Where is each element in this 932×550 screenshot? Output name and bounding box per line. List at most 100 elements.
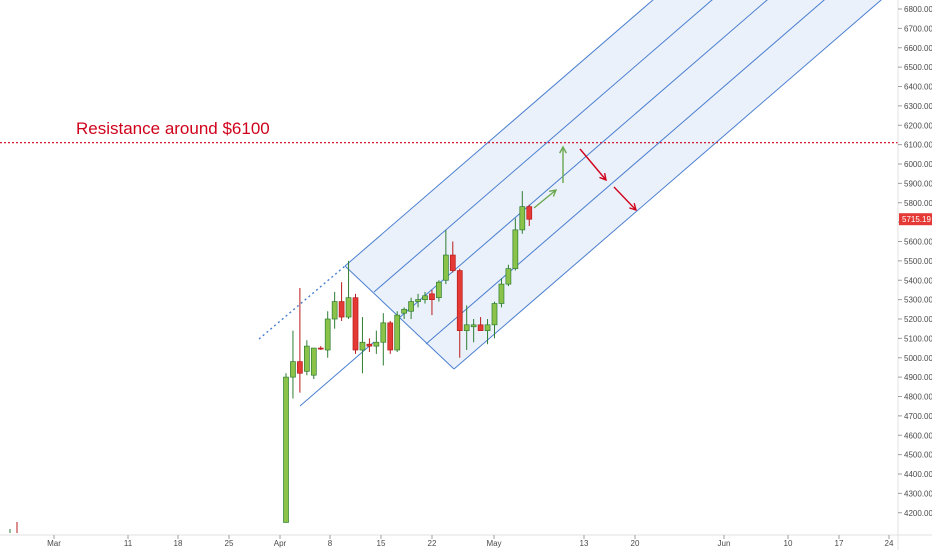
x-tick-label: 8	[328, 539, 333, 548]
annotation-arrows	[533, 145, 638, 212]
candle-body-up	[324, 318, 331, 351]
y-tick-label: 4700.00	[904, 412, 932, 421]
price-axis[interactable]: 6800.00 6700.00 6600.00 6500.00 6400.00 6300.…	[898, 5, 932, 518]
x-tick-label: 17	[835, 539, 844, 548]
red-arrow-down-2-head	[629, 203, 638, 212]
candle	[491, 301, 498, 339]
candle	[519, 191, 526, 234]
candle	[352, 293, 359, 354]
candle	[394, 311, 401, 352]
candle	[324, 311, 331, 358]
candle	[401, 307, 407, 319]
y-tick-label: 6600.00	[904, 44, 932, 53]
channel-lower-start	[299, 341, 375, 407]
candle	[456, 268, 463, 358]
channel-extension-dotted-line	[258, 265, 346, 340]
candle-body-up	[310, 347, 317, 376]
candle-body-up	[408, 301, 414, 312]
candle-body-up	[491, 303, 498, 326]
candle-body-up	[401, 308, 407, 314]
x-tick-label: 15	[377, 539, 386, 548]
y-tick-label: 4900.00	[904, 373, 932, 382]
x-tick-label: 22	[428, 539, 437, 548]
candle-body-up	[373, 341, 380, 347]
candle	[317, 346, 324, 350]
channel-fill	[345, 0, 882, 369]
candle-body-down	[526, 206, 533, 220]
candle	[408, 297, 414, 319]
red-arrow-down-2-shaft	[613, 186, 637, 211]
green-arrow-up-head	[559, 145, 567, 154]
candle-body-up	[484, 324, 491, 331]
y-tick-label: 6300.00	[904, 102, 932, 111]
candle	[373, 330, 380, 354]
y-tick-label: 4500.00	[904, 451, 932, 460]
candle-body-up	[498, 283, 505, 304]
channel-line-0	[344, 0, 654, 267]
red-arrow-down-1-head	[599, 172, 607, 182]
y-tick-label: 5500.00	[904, 257, 932, 266]
candle-body-down	[366, 343, 373, 347]
candle-body-up	[415, 299, 421, 302]
red-arrow-down-2	[613, 186, 638, 212]
candle	[304, 340, 310, 376]
candle	[505, 264, 512, 287]
red-arrow-down-1-shaft	[579, 148, 607, 181]
red-arrow-down-1	[579, 148, 607, 182]
y-tick-label: 6800.00	[904, 5, 932, 14]
y-tick-label: 4600.00	[904, 431, 932, 440]
candle	[436, 280, 442, 302]
y-tick-label: 6200.00	[904, 121, 932, 130]
candle	[331, 291, 338, 329]
candle-body-down	[317, 347, 324, 350]
candle-body-up	[380, 322, 387, 343]
candle-body-up	[345, 297, 352, 318]
candle-body-down	[449, 254, 456, 271]
y-tick-label: 6400.00	[904, 83, 932, 92]
y-tick-label: 6000.00	[904, 160, 932, 169]
y-tick-label: 5800.00	[904, 199, 932, 208]
candle	[422, 291, 428, 304]
candle	[498, 278, 505, 308]
x-tick-label: 10	[784, 539, 793, 548]
candle	[484, 319, 491, 345]
x-tick-label: 13	[580, 539, 589, 548]
candle	[477, 317, 484, 331]
channel-anchor-hidden	[300, 266, 345, 406]
candles	[9, 191, 533, 533]
x-tick-label: Apr	[274, 539, 287, 548]
x-tick-label: Mar	[47, 539, 61, 548]
last-price-tag-bg	[899, 213, 932, 226]
x-tick-label: 18	[174, 539, 183, 548]
y-tick-label: 5600.00	[904, 238, 932, 247]
candle	[443, 229, 449, 285]
candle-body-down	[429, 293, 435, 300]
y-tick-label: 5900.00	[904, 179, 932, 188]
time-axis[interactable]: Mar 11 18 25 Apr 8 15 22 May 13 20 Jun 10 17 24	[47, 535, 894, 548]
green-arrow-up-right	[533, 189, 558, 209]
channel-line-4	[453, 0, 882, 370]
candle-body-up	[331, 301, 338, 320]
candle	[359, 317, 366, 374]
x-tick-label: 11	[124, 539, 133, 548]
y-tick-label: 4300.00	[904, 489, 932, 498]
x-tick-label: 25	[225, 539, 234, 548]
resistance-annotation: Resistance around $6100	[76, 119, 270, 138]
candle-body-up	[463, 324, 470, 331]
candle	[526, 204, 533, 226]
candle-body-up	[359, 341, 366, 351]
candle	[366, 338, 373, 352]
candle-body-down	[387, 322, 394, 351]
candle-body-up	[394, 314, 401, 351]
y-tick-label: 5300.00	[904, 296, 932, 305]
candle	[380, 313, 387, 366]
y-tick-label: 5000.00	[904, 354, 932, 363]
y-tick-label: 6100.00	[904, 141, 932, 150]
candle	[345, 260, 352, 319]
candle-body-up	[519, 206, 526, 231]
green-arrow-up	[559, 145, 567, 183]
y-tick-label: 5400.00	[904, 276, 932, 285]
y-tick-label: 4200.00	[904, 509, 932, 518]
x-tick-label: Jun	[718, 539, 731, 548]
